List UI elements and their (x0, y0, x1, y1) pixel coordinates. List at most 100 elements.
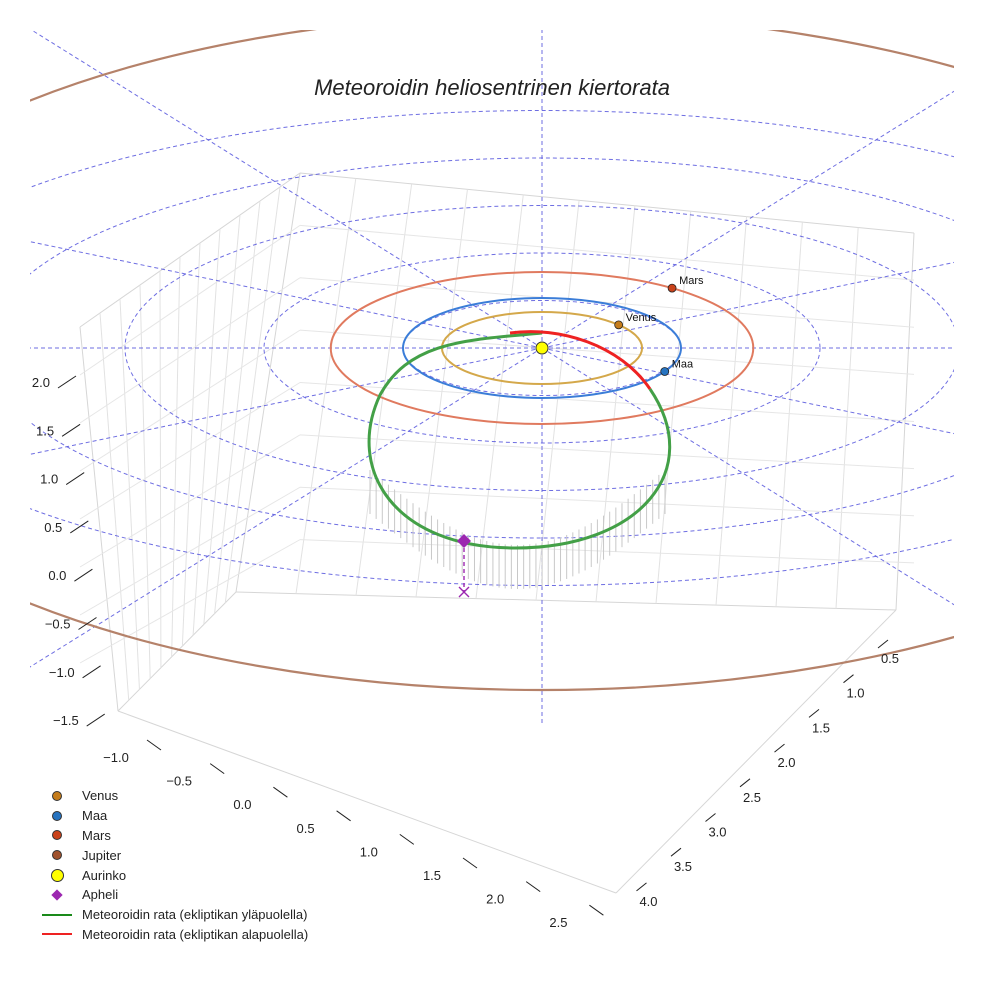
grid-line (79, 434, 301, 568)
markers: Venus Maa Mars (457, 275, 704, 598)
x-tick (462, 857, 478, 869)
grid-line (595, 205, 636, 602)
legend-item: Venus (40, 786, 308, 806)
x-tick-label: 0.0 (233, 797, 251, 812)
grid-spoke (541, 90, 954, 349)
axis-edge (117, 710, 617, 894)
grid-line (79, 329, 301, 472)
grid-line (139, 284, 151, 679)
grid-spoke (541, 347, 954, 606)
x-tick (525, 881, 541, 893)
y-tick (636, 882, 647, 892)
x-tick (146, 739, 162, 751)
axis-edge (79, 326, 119, 712)
y-tick-label: 3.0 (708, 825, 726, 840)
axis-edge (615, 609, 897, 894)
z-tick-label: −1.0 (49, 665, 75, 680)
grid-spoke (30, 30, 543, 349)
axis-edge (235, 591, 897, 611)
z-tick-label: −1.5 (53, 713, 79, 728)
y-tick (739, 778, 751, 788)
z-tick (70, 520, 89, 534)
legend-label: Mars (82, 827, 111, 843)
grid-line (224, 186, 281, 603)
legend-label: Apheli (82, 887, 119, 903)
planet-mars (667, 283, 677, 293)
grid-line (79, 382, 301, 520)
legend-item: Mars (40, 826, 308, 846)
z-tick (78, 617, 97, 630)
z-tick-label: −0.5 (45, 617, 71, 632)
y-tick (843, 674, 854, 684)
z-tick-label: 0.0 (48, 568, 66, 583)
y-tick-label: 2.0 (777, 755, 795, 770)
grid-line (79, 486, 301, 616)
y-tick (705, 813, 716, 822)
axis-edge (117, 591, 237, 712)
legend-marker (40, 868, 74, 882)
x-tick-label: −0.5 (166, 774, 192, 789)
y-tick-label: 1.0 (846, 686, 864, 701)
grid-line (214, 200, 261, 614)
y-tick (877, 639, 889, 649)
legend-item: Meteoroidin rata (ekliptikan yläpuolella… (40, 905, 308, 925)
y-tick-label: 2.5 (743, 790, 761, 805)
legend-marker (40, 933, 74, 936)
sun-marker (535, 341, 549, 355)
y-tick-label: 3.5 (674, 859, 692, 874)
x-tick (336, 810, 351, 822)
z-tick-label: 1.0 (40, 472, 58, 487)
z-tick-label: 0.5 (44, 520, 62, 535)
y-tick-label: 1.5 (812, 720, 830, 735)
legend-label: Meteoroidin rata (ekliptikan alapuolella… (82, 926, 309, 942)
legend-marker (40, 810, 74, 821)
z-tick (61, 423, 81, 437)
axis-box (79, 172, 915, 894)
legend-label: Aurinko (82, 867, 127, 883)
grid-line (299, 486, 915, 517)
ecliptic-grid (30, 30, 954, 723)
planet-maa (660, 367, 670, 376)
x-tick-label: 1.5 (423, 868, 441, 883)
grid-line (299, 434, 915, 470)
legend-marker (40, 913, 74, 916)
grid-spoke (30, 347, 543, 668)
legend-label: Jupiter (82, 847, 122, 863)
legend-item: Aurinko (40, 865, 308, 885)
grid-spoke (541, 347, 954, 435)
grid-line (99, 312, 130, 701)
meteoroid-orbit-above (367, 331, 672, 550)
y-tick (774, 743, 785, 753)
legend-item: Apheli (40, 885, 308, 905)
grid-line (295, 178, 357, 594)
z-tick (57, 375, 77, 389)
grid-line (299, 277, 915, 328)
apheli-marker (457, 534, 471, 548)
planet-venus (614, 320, 624, 330)
legend-marker (40, 830, 74, 841)
grid-line (79, 277, 301, 424)
apheli-projection-marker (458, 586, 470, 598)
meteoroid-orbit (367, 330, 672, 589)
grid-line (835, 227, 859, 609)
grid-line (119, 298, 140, 690)
z-tick (74, 568, 93, 582)
planet-label-mars: Mars (679, 275, 704, 287)
axis-edge (299, 172, 915, 234)
x-tick (209, 763, 225, 775)
grid-line (535, 200, 580, 601)
x-tick-label: 1.0 (360, 844, 378, 859)
grid-line (181, 242, 201, 647)
z-tick-label: 1.5 (36, 423, 54, 438)
chart-title: Meteoroidin heliosentrinen kiertorata (314, 75, 670, 100)
planet-orbits (30, 30, 954, 691)
grid-line (171, 256, 181, 657)
axis-ticks: 2.0 1.5 1.0 0.5 0.0 −0.5 −1.0 −1.5 −1.0 −0.5 0.0 0.… (32, 375, 899, 930)
x-tick (273, 786, 288, 798)
x-tick-label: 2.0 (486, 892, 504, 907)
legend-item: Jupiter (40, 845, 308, 865)
legend-label: Maa (82, 808, 108, 824)
grid-line (299, 539, 915, 564)
